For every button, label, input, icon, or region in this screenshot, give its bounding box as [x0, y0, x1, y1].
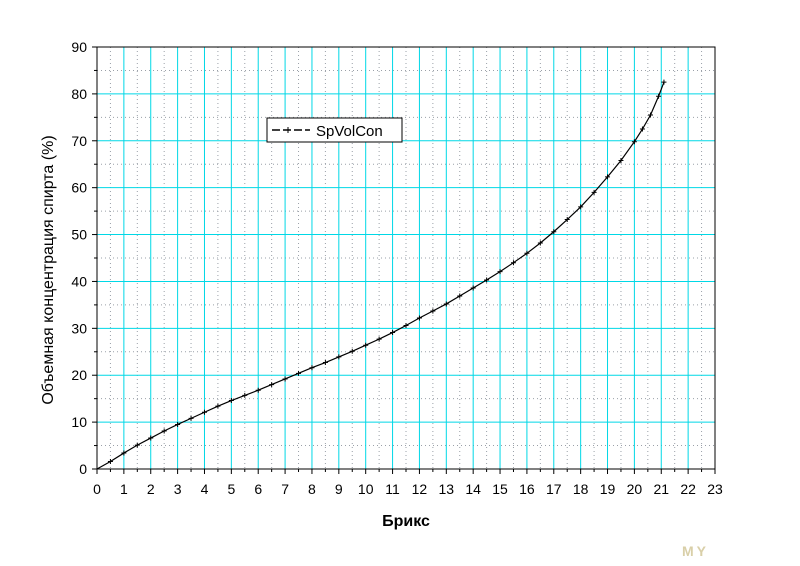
y-tick-label: 20	[71, 367, 87, 383]
data-point	[605, 174, 611, 180]
x-tick-label: 4	[201, 481, 209, 497]
data-point	[309, 365, 315, 371]
x-tick-label: 23	[707, 481, 723, 497]
y-tick-labels: 0 10 20 30 40 50 60 70 80 90	[71, 39, 87, 477]
data-point	[457, 293, 463, 299]
data-point	[188, 415, 194, 421]
data-point	[255, 387, 261, 393]
x-tick-label: 0	[93, 481, 101, 497]
x-tick-label: 14	[465, 481, 481, 497]
x-tick-label: 8	[308, 481, 316, 497]
axes	[92, 46, 716, 474]
x-tick-label: 15	[492, 481, 508, 497]
x-tick-label: 1	[120, 481, 128, 497]
data-point	[551, 229, 557, 235]
y-tick-label: 60	[71, 180, 87, 196]
x-axis-title: Брикс	[382, 513, 430, 530]
data-point	[661, 79, 667, 85]
watermark: MY	[682, 543, 709, 559]
x-tick-label: 9	[335, 481, 343, 497]
data-point	[484, 277, 490, 283]
x-tick-label: 13	[439, 481, 455, 497]
x-tick-label: 21	[653, 481, 669, 497]
data-point	[564, 217, 570, 223]
data-point	[242, 392, 248, 398]
y-tick-label: 10	[71, 414, 87, 430]
data-point	[631, 139, 637, 145]
data-point	[121, 450, 127, 456]
data-point	[282, 376, 288, 382]
series-layer	[94, 79, 667, 472]
data-point	[470, 285, 476, 291]
y-tick-label: 0	[79, 461, 87, 477]
y-tick-label: 90	[71, 39, 87, 55]
data-point	[215, 403, 221, 409]
data-point	[390, 330, 396, 336]
x-tick-label: 12	[412, 481, 428, 497]
data-point	[416, 315, 422, 321]
data-point	[537, 240, 543, 246]
data-point	[322, 360, 328, 366]
x-tick-label: 7	[281, 481, 289, 497]
data-point	[578, 204, 584, 210]
x-tick-label: 20	[627, 481, 643, 497]
data-point	[510, 260, 516, 266]
x-tick-label: 2	[147, 481, 155, 497]
data-point	[376, 336, 382, 342]
data-point	[656, 93, 662, 99]
x-tick-label: 6	[254, 481, 262, 497]
data-point	[443, 301, 449, 307]
x-tick-label: 10	[358, 481, 374, 497]
data-point	[524, 250, 530, 256]
y-tick-label: 40	[71, 273, 87, 289]
data-point	[269, 382, 275, 388]
data-point	[175, 421, 181, 427]
data-point	[134, 442, 140, 448]
minor-grid	[97, 47, 715, 469]
data-point	[497, 269, 503, 275]
x-tick-label: 22	[680, 481, 696, 497]
data-point	[228, 398, 234, 404]
data-point	[94, 466, 100, 472]
data-point	[648, 112, 654, 118]
x-tick-label: 17	[546, 481, 562, 497]
x-tick-labels: 0 1 2 3 4 5 6 7 8 9 10 11 12 13 14 15 16 17 18 19 20 21 22 23	[93, 481, 723, 497]
y-tick-label: 70	[71, 133, 87, 149]
x-tick-label: 5	[227, 481, 235, 497]
x-tick-label: 19	[600, 481, 616, 497]
data-point	[148, 435, 154, 441]
data-point	[363, 342, 369, 348]
x-tick-label: 16	[519, 481, 535, 497]
data-point	[107, 458, 113, 464]
x-tick-label: 18	[573, 481, 589, 497]
data-point	[430, 308, 436, 314]
data-point	[161, 428, 167, 434]
legend-marker	[285, 127, 291, 133]
x-tick-label: 3	[174, 481, 182, 497]
data-point	[201, 409, 207, 415]
data-point	[618, 157, 624, 163]
data-point	[336, 354, 342, 360]
y-axis-title: Объемная концентрация спирта (%)	[40, 135, 57, 404]
y-tick-label: 30	[71, 320, 87, 336]
x-tick-label: 11	[385, 481, 400, 497]
data-point	[639, 126, 645, 132]
y-tick-label: 50	[71, 227, 87, 243]
data-point	[403, 323, 409, 329]
major-grid	[97, 47, 715, 469]
y-tick-label: 80	[71, 86, 87, 102]
legend-label: SpVolCon	[316, 123, 383, 140]
data-point	[349, 348, 355, 354]
data-point	[296, 370, 302, 376]
data-point	[591, 189, 597, 195]
legend: SpVolCon	[266, 117, 403, 143]
